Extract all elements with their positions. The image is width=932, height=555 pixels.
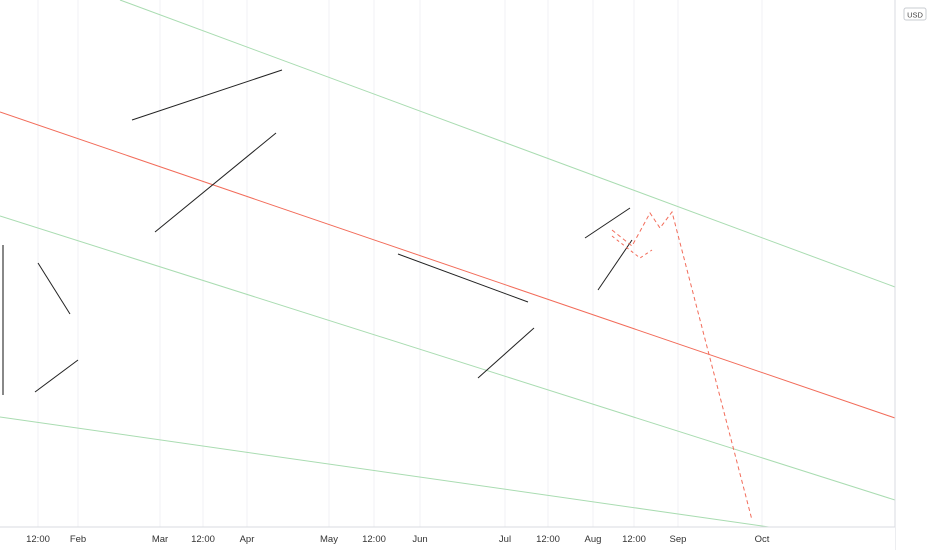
x-tick-5: May [320, 534, 338, 545]
x-tick-12: Sep [670, 534, 687, 545]
x-tick-6: 12:00 [362, 534, 386, 545]
x-tick-9: 12:00 [536, 534, 560, 545]
currency-label: USD [907, 11, 923, 20]
x-tick-1: Feb [70, 534, 86, 545]
wedge-line-5 [477, 327, 535, 379]
wedge-line-1 [37, 262, 71, 315]
red-trendline [0, 111, 896, 419]
wedge-line-0 [34, 359, 79, 393]
x-tick-10: Aug [585, 534, 602, 545]
grid [37, 0, 763, 527]
x-tick-7: Jun [412, 534, 427, 545]
channel-line-0 [119, 0, 896, 288]
x-axis-bg [0, 527, 895, 550]
trend-channels [0, 0, 896, 546]
x-tick-13: Oct [755, 534, 770, 545]
axis-bg [895, 0, 932, 550]
channel-line-2 [0, 416, 896, 546]
wedge-line-6 [584, 207, 631, 239]
channel-line-1 [0, 215, 896, 501]
price-axis: USD80000.0072000.0067000.0062000.0058000… [894, 0, 932, 550]
candles [2, 245, 4, 395]
time-axis: 12:00 Feb Mar 12:00 Apr May 12:00 Jun Jul 12:00 Au… [0, 526, 895, 550]
projection-path [611, 210, 753, 521]
wedge-line-7 [597, 239, 633, 291]
x-tick-3: 12:00 [191, 534, 215, 545]
currency-box [903, 7, 927, 21]
wedge-line-4 [397, 253, 529, 303]
wedge-line-3 [154, 132, 277, 233]
x-tick-0: 12:00 [26, 534, 50, 545]
x-tick-4: Apr [240, 534, 255, 545]
projection-alt [611, 235, 653, 259]
x-tick-8: Jul [499, 534, 511, 545]
x-tick-2: Mar [152, 534, 168, 545]
wedge-line-2 [131, 69, 283, 121]
x-tick-11: 12:00 [622, 534, 646, 545]
